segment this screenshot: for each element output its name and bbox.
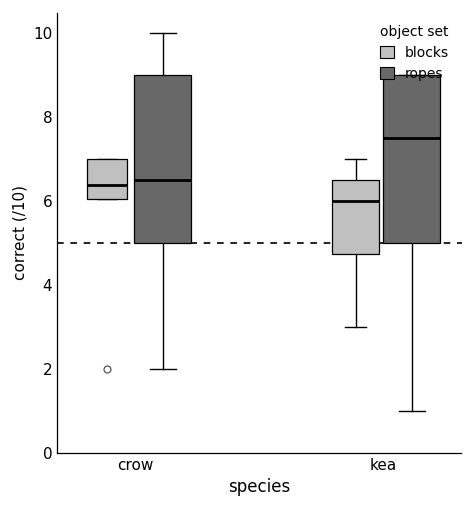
Bar (332, 180, 379, 254)
Y-axis label: correct (/10): correct (/10) (12, 185, 27, 280)
Bar (383, 75, 440, 243)
X-axis label: species: species (228, 478, 291, 496)
Bar (87, 159, 127, 199)
Bar (135, 75, 191, 243)
Legend: blocks, ropes: blocks, ropes (374, 19, 455, 87)
